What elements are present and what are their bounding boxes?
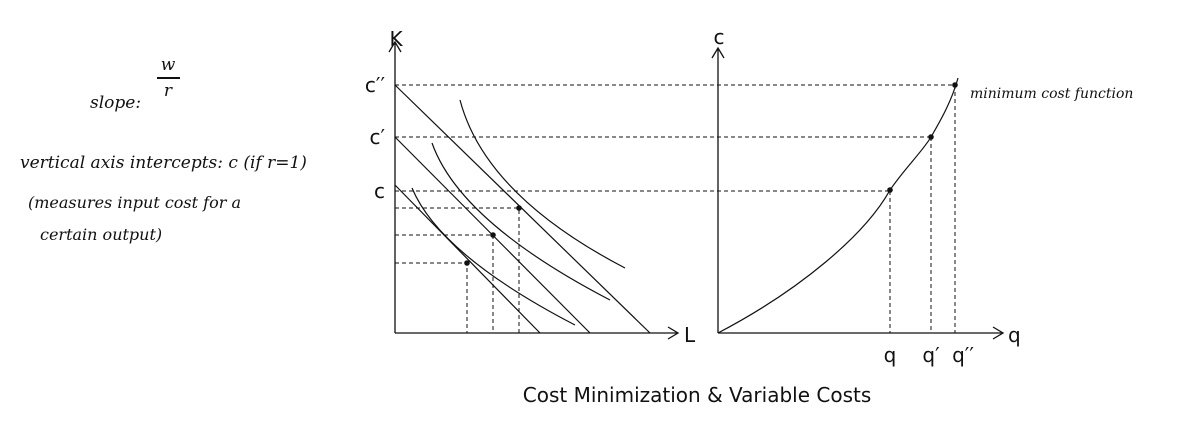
guide-line — [889, 85, 956, 333]
isocost-line — [394, 84, 651, 334]
curve-label: minimum cost function — [970, 86, 1133, 102]
tangent-point — [464, 260, 470, 266]
x-label: q′ — [922, 343, 940, 367]
tangent-point — [516, 205, 522, 211]
axis-label: L — [684, 323, 696, 347]
isoquant — [411, 187, 576, 326]
y-label: c′ — [369, 125, 385, 149]
caption: Cost Minimization & Variable Costs — [523, 383, 872, 407]
axis-label: K — [389, 27, 403, 51]
guide-line — [395, 84, 955, 192]
x-axis — [718, 326, 1005, 340]
intercept-note: vertical axis intercepts: c (if r=1) — [20, 153, 307, 173]
axis-label: q — [1008, 323, 1021, 347]
curve-point — [952, 82, 958, 88]
axis-label: c — [714, 25, 725, 49]
y-axis — [388, 40, 402, 333]
isoquant — [459, 99, 626, 269]
x-label: q′′ — [952, 343, 974, 367]
isocost-line — [394, 184, 541, 334]
tangent-point — [490, 232, 496, 238]
slope-label: slope: — [90, 93, 141, 113]
slope-denominator: r — [164, 81, 173, 101]
y-label: c — [374, 179, 385, 203]
curve-point — [887, 187, 893, 193]
x-axis — [395, 326, 680, 340]
curve-point — [928, 134, 934, 140]
guide-line — [395, 207, 520, 333]
x-label: q — [884, 343, 897, 367]
measure-note: (measures input cost for a — [28, 193, 241, 212]
cost-curve — [717, 77, 959, 334]
y-label: c′′ — [365, 73, 386, 97]
measure-note: certain output) — [40, 225, 162, 244]
y-axis — [711, 46, 725, 333]
slope-numerator: w — [161, 55, 176, 75]
isoquant — [431, 142, 611, 301]
